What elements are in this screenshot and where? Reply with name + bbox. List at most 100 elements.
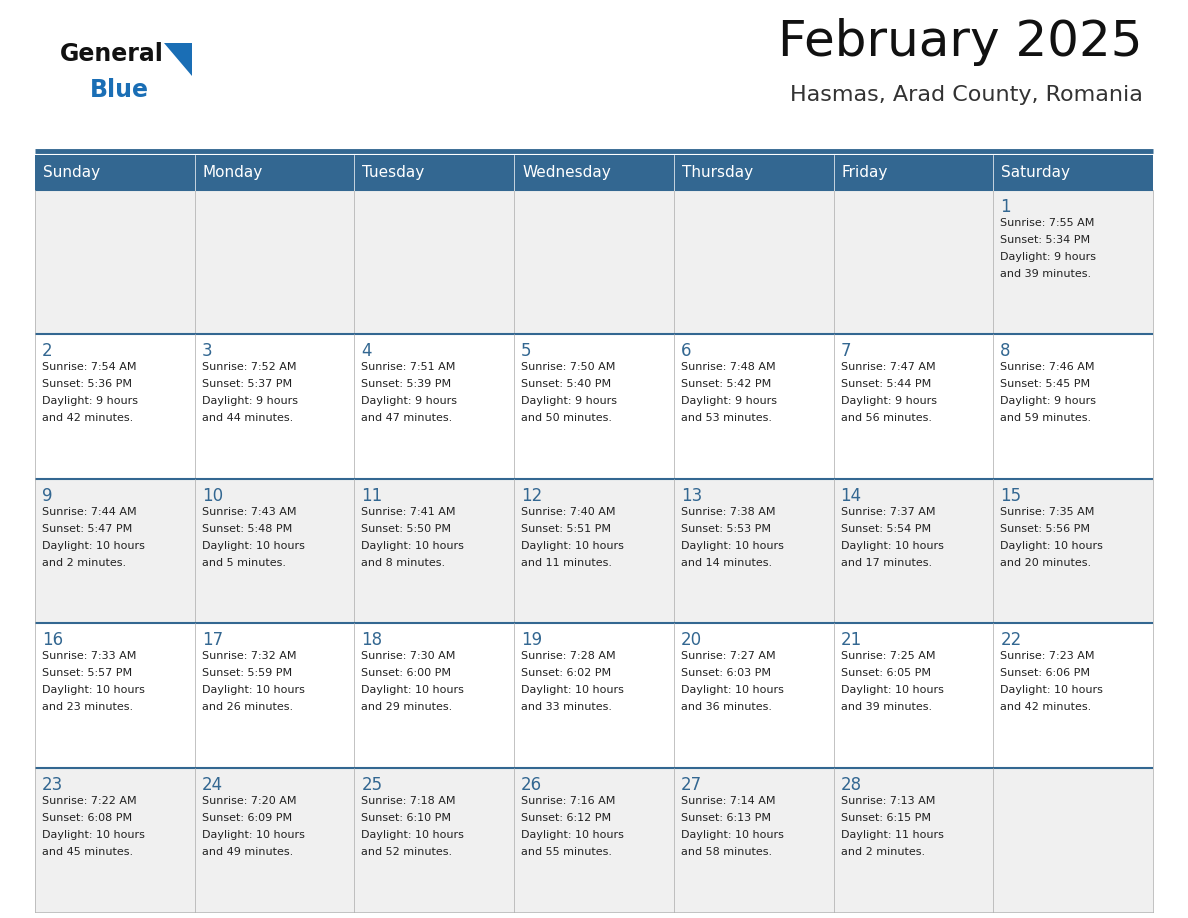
Text: and 17 minutes.: and 17 minutes.: [841, 558, 931, 568]
Text: Sunrise: 7:23 AM: Sunrise: 7:23 AM: [1000, 651, 1095, 661]
Text: 14: 14: [841, 487, 861, 505]
Text: Daylight: 10 hours: Daylight: 10 hours: [841, 541, 943, 551]
Text: Friday: Friday: [841, 165, 887, 180]
Text: 22: 22: [1000, 632, 1022, 649]
Text: Sunrise: 7:30 AM: Sunrise: 7:30 AM: [361, 651, 456, 661]
Bar: [514, 155, 674, 190]
Text: Sunrise: 7:37 AM: Sunrise: 7:37 AM: [841, 507, 935, 517]
Text: 7: 7: [841, 342, 851, 361]
Text: Sunset: 6:09 PM: Sunset: 6:09 PM: [202, 812, 292, 823]
Text: Daylight: 9 hours: Daylight: 9 hours: [1000, 397, 1097, 407]
Text: 24: 24: [202, 776, 223, 793]
Polygon shape: [164, 43, 192, 76]
Text: 13: 13: [681, 487, 702, 505]
Text: and 47 minutes.: and 47 minutes.: [361, 413, 453, 423]
Text: Sunrise: 7:40 AM: Sunrise: 7:40 AM: [522, 507, 615, 517]
Text: Sunset: 6:12 PM: Sunset: 6:12 PM: [522, 812, 612, 823]
Bar: [34, 479, 1154, 623]
Text: Sunset: 5:47 PM: Sunset: 5:47 PM: [42, 524, 132, 533]
Text: Sunset: 5:44 PM: Sunset: 5:44 PM: [841, 379, 931, 389]
Text: Sunset: 5:57 PM: Sunset: 5:57 PM: [42, 668, 132, 678]
Text: Sunset: 5:45 PM: Sunset: 5:45 PM: [1000, 379, 1091, 389]
Text: Sunrise: 7:35 AM: Sunrise: 7:35 AM: [1000, 507, 1094, 517]
Text: Tuesday: Tuesday: [362, 165, 424, 180]
Text: February 2025: February 2025: [778, 18, 1143, 66]
Text: Sunrise: 7:50 AM: Sunrise: 7:50 AM: [522, 363, 615, 373]
Text: and 11 minutes.: and 11 minutes.: [522, 558, 612, 568]
Text: Sunrise: 7:13 AM: Sunrise: 7:13 AM: [841, 796, 935, 806]
Text: and 14 minutes.: and 14 minutes.: [681, 558, 772, 568]
Text: Sunset: 5:42 PM: Sunset: 5:42 PM: [681, 379, 771, 389]
Text: and 2 minutes.: and 2 minutes.: [42, 558, 126, 568]
Text: 27: 27: [681, 776, 702, 793]
Text: 11: 11: [361, 487, 383, 505]
Bar: [354, 155, 514, 190]
Text: Sunset: 6:03 PM: Sunset: 6:03 PM: [681, 668, 771, 678]
Text: Sunrise: 7:28 AM: Sunrise: 7:28 AM: [522, 651, 615, 661]
Bar: [834, 155, 993, 190]
Text: Sunrise: 7:41 AM: Sunrise: 7:41 AM: [361, 507, 456, 517]
Text: Daylight: 9 hours: Daylight: 9 hours: [841, 397, 936, 407]
Text: Sunrise: 7:18 AM: Sunrise: 7:18 AM: [361, 796, 456, 806]
Text: and 20 minutes.: and 20 minutes.: [1000, 558, 1092, 568]
Text: Daylight: 10 hours: Daylight: 10 hours: [1000, 541, 1104, 551]
Bar: [34, 623, 1154, 767]
Text: Sunset: 5:39 PM: Sunset: 5:39 PM: [361, 379, 451, 389]
Text: and 33 minutes.: and 33 minutes.: [522, 702, 612, 712]
Text: Daylight: 11 hours: Daylight: 11 hours: [841, 830, 943, 840]
Bar: [993, 155, 1154, 190]
Text: Sunset: 5:36 PM: Sunset: 5:36 PM: [42, 379, 132, 389]
Text: 10: 10: [202, 487, 223, 505]
Text: Sunset: 5:48 PM: Sunset: 5:48 PM: [202, 524, 292, 533]
Text: and 45 minutes.: and 45 minutes.: [42, 846, 133, 856]
Text: and 8 minutes.: and 8 minutes.: [361, 558, 446, 568]
Text: Daylight: 10 hours: Daylight: 10 hours: [42, 541, 145, 551]
Text: 2: 2: [42, 342, 52, 361]
Text: Sunrise: 7:44 AM: Sunrise: 7:44 AM: [42, 507, 137, 517]
Bar: [34, 155, 195, 190]
Text: and 53 minutes.: and 53 minutes.: [681, 413, 772, 423]
Text: Daylight: 10 hours: Daylight: 10 hours: [202, 830, 304, 840]
Text: General: General: [61, 42, 164, 66]
Text: 8: 8: [1000, 342, 1011, 361]
Text: Daylight: 10 hours: Daylight: 10 hours: [522, 830, 624, 840]
Text: Daylight: 9 hours: Daylight: 9 hours: [42, 397, 138, 407]
Text: and 55 minutes.: and 55 minutes.: [522, 846, 612, 856]
Text: 4: 4: [361, 342, 372, 361]
Text: Thursday: Thursday: [682, 165, 753, 180]
Text: Sunset: 6:06 PM: Sunset: 6:06 PM: [1000, 668, 1091, 678]
Text: 18: 18: [361, 632, 383, 649]
Text: and 29 minutes.: and 29 minutes.: [361, 702, 453, 712]
Text: and 23 minutes.: and 23 minutes.: [42, 702, 133, 712]
Text: Sunset: 5:51 PM: Sunset: 5:51 PM: [522, 524, 611, 533]
Text: Sunrise: 7:48 AM: Sunrise: 7:48 AM: [681, 363, 776, 373]
Text: Daylight: 10 hours: Daylight: 10 hours: [1000, 685, 1104, 695]
Bar: [34, 334, 1154, 479]
Text: 26: 26: [522, 776, 542, 793]
Text: and 42 minutes.: and 42 minutes.: [42, 413, 133, 423]
Bar: [195, 155, 354, 190]
Text: Sunset: 6:08 PM: Sunset: 6:08 PM: [42, 812, 132, 823]
Text: Daylight: 10 hours: Daylight: 10 hours: [361, 685, 465, 695]
Text: Daylight: 10 hours: Daylight: 10 hours: [42, 685, 145, 695]
Text: Daylight: 9 hours: Daylight: 9 hours: [202, 397, 298, 407]
Text: Sunrise: 7:20 AM: Sunrise: 7:20 AM: [202, 796, 296, 806]
Text: Sunset: 6:00 PM: Sunset: 6:00 PM: [361, 668, 451, 678]
Text: Sunrise: 7:55 AM: Sunrise: 7:55 AM: [1000, 218, 1094, 228]
Text: Daylight: 10 hours: Daylight: 10 hours: [361, 541, 465, 551]
Text: Sunset: 6:15 PM: Sunset: 6:15 PM: [841, 812, 930, 823]
Text: Sunrise: 7:54 AM: Sunrise: 7:54 AM: [42, 363, 137, 373]
Text: Sunset: 5:50 PM: Sunset: 5:50 PM: [361, 524, 451, 533]
Text: 9: 9: [42, 487, 52, 505]
Text: Monday: Monday: [203, 165, 263, 180]
Text: 20: 20: [681, 632, 702, 649]
Text: Sunrise: 7:22 AM: Sunrise: 7:22 AM: [42, 796, 137, 806]
Text: Sunrise: 7:32 AM: Sunrise: 7:32 AM: [202, 651, 296, 661]
Text: and 49 minutes.: and 49 minutes.: [202, 846, 293, 856]
Text: and 26 minutes.: and 26 minutes.: [202, 702, 292, 712]
Text: Sunset: 6:10 PM: Sunset: 6:10 PM: [361, 812, 451, 823]
Text: Sunrise: 7:14 AM: Sunrise: 7:14 AM: [681, 796, 776, 806]
Text: 1: 1: [1000, 198, 1011, 216]
Text: Daylight: 10 hours: Daylight: 10 hours: [681, 541, 784, 551]
Text: Sunset: 5:53 PM: Sunset: 5:53 PM: [681, 524, 771, 533]
